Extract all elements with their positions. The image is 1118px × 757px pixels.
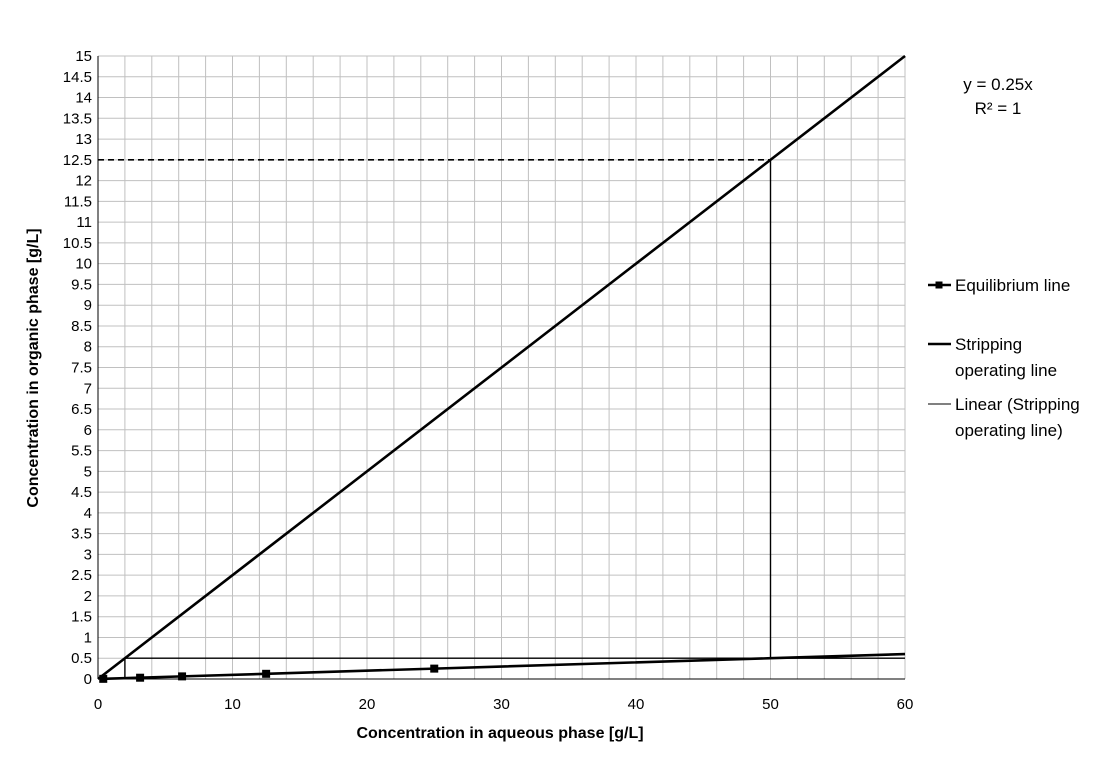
legend-label-stripping: Stripping operating line (955, 335, 1057, 380)
y-tick-label: 1 (84, 629, 92, 646)
y-tick-label: 15 (75, 48, 92, 65)
y-tick-label: 5.5 (71, 443, 92, 460)
y-tick-label: 11.5 (64, 193, 92, 210)
y-tick-label: 9.5 (71, 276, 92, 293)
x-tick-label: 20 (359, 696, 376, 713)
y-tick-label: 6 (84, 422, 92, 439)
x-axis-title: Concentration in aqueous phase [g/L] (356, 725, 643, 742)
legend: Equilibrium line Stripping operating lin… (928, 276, 1084, 440)
y-tick-label: 14.5 (63, 69, 92, 86)
y-tick-label: 7 (84, 380, 92, 397)
x-tick-label: 30 (493, 696, 510, 713)
legend-label-equilibrium: Equilibrium line (955, 276, 1070, 295)
y-tick-label: 4.5 (71, 484, 92, 501)
legend-item-stripping: Stripping operating line (928, 335, 1057, 380)
y-tick-label: 13 (75, 131, 92, 148)
y-tick-label: 7.5 (71, 360, 92, 377)
x-tick-label: 0 (94, 696, 102, 713)
y-tick-label: 2.5 (71, 567, 92, 584)
trendline-equation: y = 0.25x (963, 75, 1033, 94)
legend-label-linear-line2: operating line) (955, 421, 1063, 440)
equilibrium-point (430, 664, 439, 673)
y-axis-ticks: 00.511.522.533.544.555.566.577.588.599.5… (63, 48, 92, 688)
y-tick-label: 9 (84, 297, 92, 314)
y-tick-label: 12.5 (63, 152, 92, 169)
y-tick-label: 12 (75, 173, 92, 190)
y-tick-label: 11 (76, 214, 92, 231)
y-tick-label: 4 (84, 505, 92, 522)
x-tick-label: 50 (762, 696, 779, 713)
legend-label-stripping-line2: operating line (955, 361, 1057, 380)
y-axis-title: Concentration in organic phase [g/L] (25, 228, 42, 507)
equilibrium-point (136, 673, 145, 682)
y-tick-label: 0.5 (71, 650, 92, 667)
legend-label-linear: Linear (Stripping operating line) (955, 395, 1084, 440)
trendline-r-squared: R² = 1 (975, 99, 1022, 118)
legend-item-linear: Linear (Stripping operating line) (928, 395, 1084, 440)
series-layer (97, 54, 906, 683)
x-tick-label: 40 (628, 696, 645, 713)
legend-marker-equilibrium (935, 281, 943, 289)
y-tick-label: 8 (84, 339, 92, 356)
y-tick-label: 14 (75, 90, 92, 107)
y-tick-label: 13.5 (63, 110, 92, 127)
x-tick-label: 60 (897, 696, 914, 713)
y-tick-label: 8.5 (71, 318, 92, 335)
y-tick-label: 5 (84, 463, 92, 480)
legend-label-linear-line1: Linear (Stripping (955, 395, 1080, 414)
equilibrium-point (178, 672, 187, 681)
y-tick-label: 1.5 (71, 609, 92, 626)
equilibrium-point (99, 674, 108, 683)
legend-label-stripping-line1: Stripping (955, 335, 1022, 354)
x-tick-label: 10 (224, 696, 241, 713)
equilibrium-point (262, 669, 271, 678)
legend-item-equilibrium: Equilibrium line (928, 276, 1070, 295)
x-axis-ticks: 0 10 20 30 40 50 60 (94, 696, 914, 713)
series-linear-trendline (97, 55, 906, 680)
y-tick-label: 0 (84, 671, 92, 688)
y-tick-label: 10 (75, 256, 92, 273)
y-tick-label: 3 (84, 546, 92, 563)
y-tick-label: 3.5 (71, 526, 92, 543)
y-tick-label: 10.5 (63, 235, 92, 252)
y-tick-label: 6.5 (71, 401, 92, 418)
y-tick-label: 2 (84, 588, 92, 605)
